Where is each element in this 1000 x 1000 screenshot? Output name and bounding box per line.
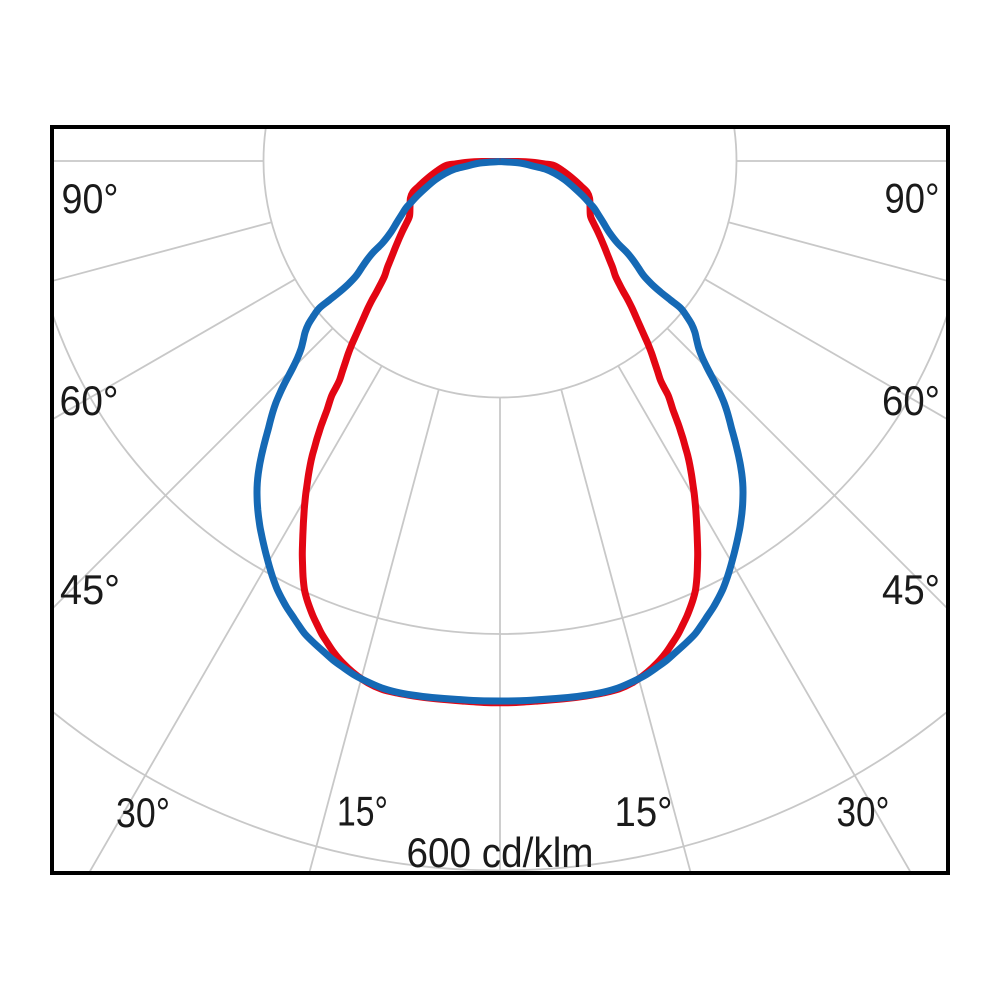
svg-text:30°: 30° — [116, 789, 170, 836]
svg-text:90°: 90° — [62, 175, 119, 222]
svg-text:45°: 45° — [882, 566, 940, 613]
svg-text:45°: 45° — [60, 566, 120, 613]
svg-text:60°: 60° — [60, 377, 119, 424]
svg-text:90°: 90° — [885, 175, 940, 222]
svg-text:30°: 30° — [837, 788, 890, 835]
svg-text:15°: 15° — [337, 788, 388, 835]
svg-text:60°: 60° — [882, 377, 940, 424]
svg-text:600 cd/klm: 600 cd/klm — [407, 829, 594, 876]
svg-text:15°: 15° — [615, 788, 673, 835]
